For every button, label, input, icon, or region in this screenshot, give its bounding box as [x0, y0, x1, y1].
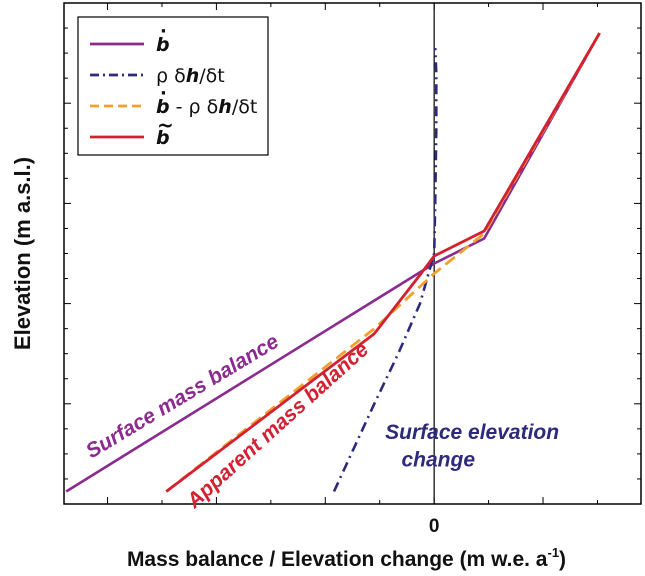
legend-tail: /δt — [199, 65, 224, 87]
x-axis-title-close: ) — [559, 548, 566, 571]
series-line-rho_dh_dt — [332, 48, 438, 493]
annotation-3: change — [401, 448, 475, 471]
y-axis-title: Elevation (m a.s.l.) — [10, 157, 35, 350]
legend: b·ρ δh/δtb - ρ δh/δt·b~ — [77, 16, 269, 156]
legend-label-b_minus_rho: b - ρ δh/δt — [156, 96, 257, 118]
annotation-2: Surface elevation — [385, 421, 559, 444]
x-axis-title: Mass balance / Elevation change (m w.e. … — [127, 545, 566, 571]
legend-h: h — [186, 65, 200, 87]
legend-dot-b_minus_rho: · — [160, 83, 167, 104]
x-tick-label: 0 — [429, 516, 440, 537]
annotation-1: Apparent mass balance — [182, 338, 374, 514]
legend-label-b: b — [156, 34, 170, 56]
legend-tail: /δt — [232, 96, 257, 118]
x-axis-title-sup: -1 — [547, 545, 559, 560]
legend-symbol: b — [156, 96, 170, 118]
legend-symbol: b — [156, 127, 170, 149]
legend-text-part: ρ δ — [156, 65, 186, 87]
legend-tilde-b_tilde: ~ — [157, 113, 174, 137]
x-tick-labels: 0 — [429, 516, 440, 537]
legend-label-rho_dh_dt: ρ δh/δt — [156, 65, 225, 87]
series-layer — [65, 32, 601, 493]
legend-text-part: - ρ δ — [170, 96, 219, 118]
axis-ticks — [64, 2, 641, 505]
legend-symbol: b — [156, 34, 170, 56]
x-axis-title-main: Mass balance / Elevation change (m w.e. … — [127, 548, 548, 571]
legend-dot-b: · — [160, 21, 167, 42]
series-line-b_tilde — [165, 32, 601, 493]
legend-box — [77, 16, 269, 156]
legend-h: h — [218, 96, 232, 118]
legend-label-b_tilde: b — [156, 127, 170, 149]
